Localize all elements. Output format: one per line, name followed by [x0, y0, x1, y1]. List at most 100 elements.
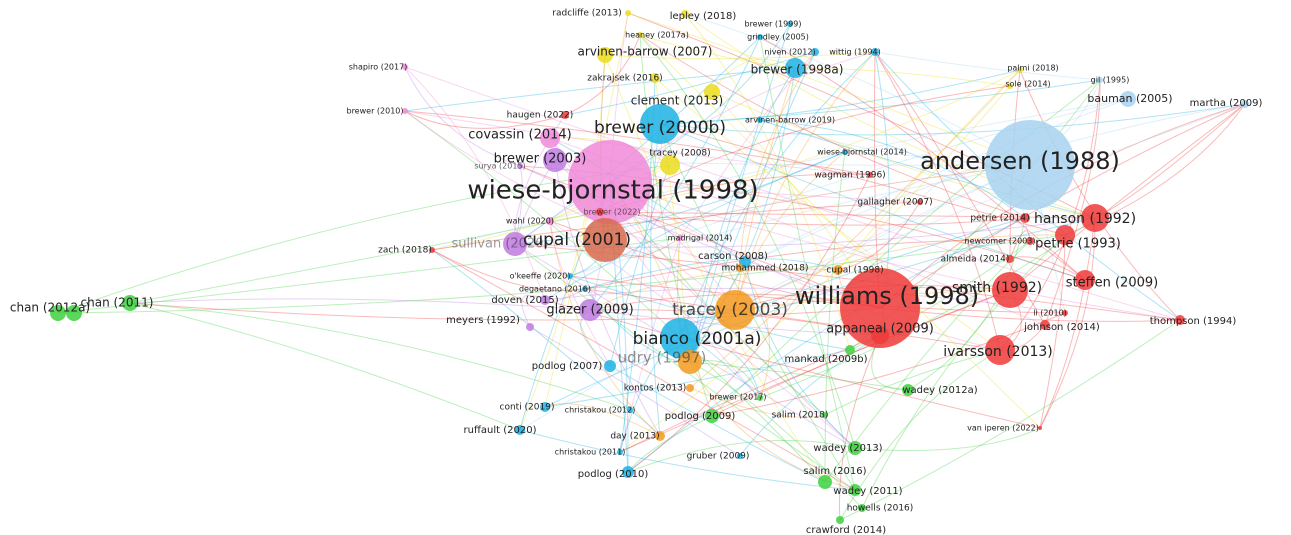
- node: [650, 73, 660, 83]
- edge: [689, 67, 796, 363]
- node-label: sullivan (2020): [451, 237, 548, 252]
- edge: [639, 34, 856, 449]
- node: [402, 108, 408, 114]
- edge: [544, 217, 1096, 408]
- node: [1017, 67, 1023, 73]
- node: [546, 217, 554, 225]
- edge: [404, 110, 566, 129]
- node: [583, 218, 627, 262]
- node-label: bauman (2005): [1087, 92, 1172, 105]
- edge: [609, 164, 671, 367]
- node: [842, 149, 848, 155]
- edge: [404, 110, 826, 483]
- node: [1026, 237, 1034, 245]
- node: [681, 10, 689, 18]
- edge: [404, 110, 871, 176]
- edge: [689, 387, 826, 418]
- node: [845, 345, 855, 355]
- edge: [1009, 103, 1246, 291]
- edge: [839, 334, 881, 521]
- edge: [564, 34, 641, 116]
- node: [627, 407, 633, 413]
- node-label: surya (2015): [474, 162, 525, 171]
- node-label: carson (2008): [698, 251, 768, 262]
- node-label: gallagher (2007): [857, 198, 932, 208]
- edge: [627, 439, 856, 473]
- edge: [759, 217, 1096, 399]
- edge: [584, 258, 839, 290]
- node-label: andersen (1988): [920, 147, 1120, 175]
- node-label: martha (2009): [1190, 98, 1263, 109]
- edge: [861, 234, 1066, 509]
- node-label: brewer (2022): [583, 208, 640, 217]
- node: [985, 335, 1015, 365]
- edge: [689, 51, 816, 363]
- node: [625, 10, 631, 16]
- edge: [129, 298, 591, 311]
- edge: [431, 98, 1129, 251]
- edge: [431, 249, 856, 491]
- node-label: sole (2014): [1005, 80, 1050, 89]
- edge: [759, 36, 856, 491]
- node-label: brewer (2010): [346, 107, 403, 116]
- edge: [689, 361, 909, 391]
- edge: [824, 151, 846, 483]
- node: [992, 272, 1028, 308]
- edge: [659, 69, 1021, 125]
- nodes: [50, 10, 1249, 524]
- edge: [549, 220, 661, 437]
- node-label: arvinen-barrow (2019): [745, 116, 835, 125]
- node-label: glazer (2009): [546, 303, 633, 318]
- edge: [544, 287, 1066, 314]
- node-label: niven (2012): [764, 48, 815, 57]
- node-label: salim (2018): [772, 411, 829, 421]
- node-label: gil (1995): [1091, 76, 1130, 85]
- edge: [650, 123, 661, 437]
- edge: [514, 243, 856, 491]
- node-label: lepley (2018): [670, 11, 737, 22]
- node-label: zakrajsek (2016): [587, 74, 662, 84]
- edge: [639, 34, 796, 69]
- node-label: mankad (2009b): [784, 354, 867, 365]
- edge: [584, 239, 1031, 290]
- edge: [549, 137, 736, 311]
- node-label: ruffault (2020): [464, 425, 537, 436]
- node: [811, 48, 819, 56]
- node-label: brewer (1998a): [751, 63, 844, 77]
- node-label: petrie (1993): [1035, 237, 1121, 252]
- edge: [569, 275, 1066, 314]
- node-label: salim (2016): [803, 466, 866, 477]
- edge: [689, 69, 1021, 389]
- node-label: tracey (2008): [649, 149, 710, 159]
- node: [848, 441, 862, 455]
- edge: [837, 69, 1021, 271]
- node-label: appaneal (2009): [826, 322, 934, 337]
- edge: [659, 103, 1246, 136]
- node: [604, 360, 616, 372]
- edge: [711, 312, 1066, 417]
- node-label: podlog (2007): [532, 361, 603, 372]
- edge: [544, 349, 851, 408]
- edge: [734, 234, 1066, 311]
- edge: [684, 13, 851, 351]
- node: [678, 350, 702, 374]
- edge: [627, 12, 1031, 166]
- edge: [404, 110, 741, 269]
- node-label: shapiro (2017): [349, 63, 408, 72]
- labels: wiese-bjornstal (1998) andersen (1988) wil…: [10, 9, 1263, 535]
- edge: [589, 268, 839, 311]
- edge: [544, 299, 1041, 429]
- edge: [519, 165, 881, 309]
- edge: [627, 174, 871, 473]
- node: [568, 140, 652, 224]
- edge: [619, 237, 681, 453]
- edge: [739, 51, 816, 269]
- node: [705, 409, 719, 423]
- node: [686, 384, 694, 392]
- node-label: arvinen-barrow (2007): [578, 45, 713, 59]
- edge: [711, 91, 1096, 219]
- node: [637, 32, 643, 38]
- node: [871, 326, 889, 344]
- node: [1175, 315, 1185, 325]
- edges: [57, 12, 1246, 521]
